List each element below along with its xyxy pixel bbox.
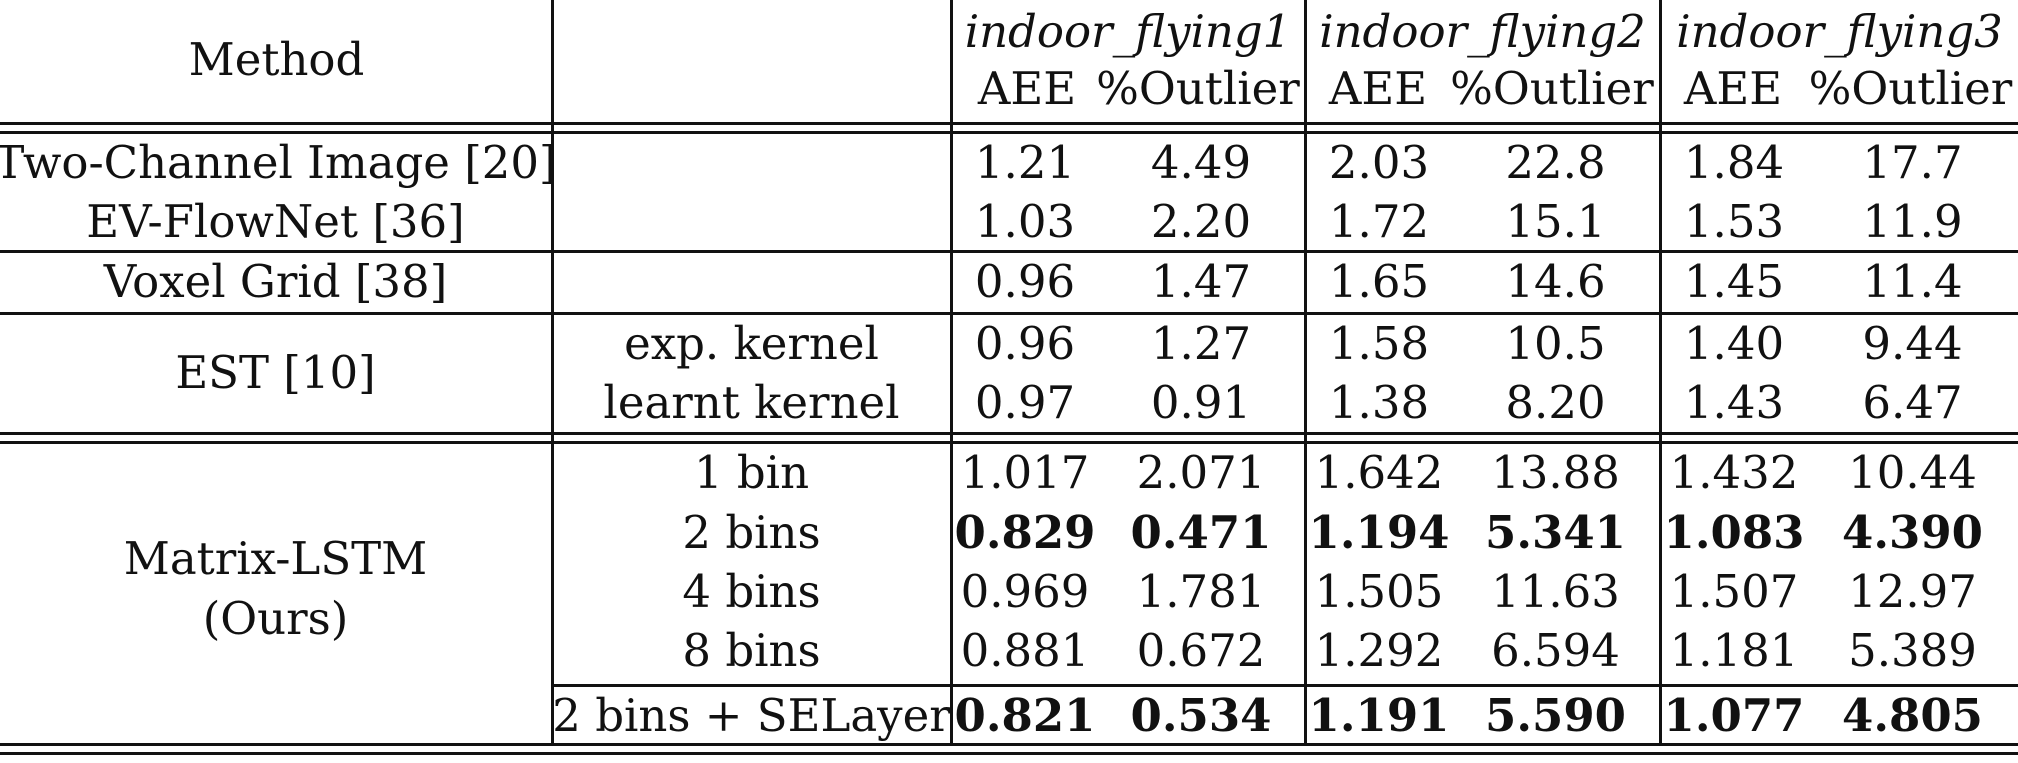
value-indoor-flying3-outlier: 4.805: [1842, 688, 1983, 742]
method-name: Matrix-LSTM: [123, 531, 428, 585]
rule-header-bottom: [0, 131, 2018, 134]
value-indoor-flying2-outlier: 14.6: [1505, 254, 1606, 308]
value-indoor-flying1-outlier: 4.49: [1150, 135, 1252, 189]
method-variant: 4 bins: [682, 564, 821, 618]
header-group-indoor-flying3: indoor_flying3: [1676, 4, 2003, 58]
value-indoor-flying2-aee: 1.505: [1314, 564, 1444, 618]
value-indoor-flying1-outlier: 1.47: [1150, 254, 1252, 308]
value-indoor-flying1-outlier: 0.534: [1130, 688, 1272, 742]
method-variant: 2 bins: [682, 505, 821, 559]
value-indoor-flying1-aee: 0.96: [974, 254, 1076, 308]
method-variant: 2 bins + SELayer: [552, 688, 951, 742]
rule-table-end-top: [0, 743, 2018, 746]
value-indoor-flying2-outlier: 22.8: [1505, 135, 1606, 189]
method-variant: 8 bins: [682, 623, 821, 677]
value-indoor-flying1-aee: 0.881: [960, 623, 1090, 677]
header-group-indoor-flying2: indoor_flying2: [1319, 4, 1646, 58]
value-indoor-flying3-outlier: 4.390: [1842, 505, 1983, 559]
header-method: Method: [188, 32, 365, 86]
method-name: Two-Channel Image [20]: [0, 135, 557, 189]
value-indoor-flying3-outlier: 12.97: [1848, 564, 1977, 618]
value-indoor-flying1-aee: 1.03: [974, 194, 1076, 248]
header-metric-outlier-2: %Outlier: [1450, 61, 1654, 115]
value-indoor-flying2-aee: 1.58: [1328, 316, 1430, 370]
value-indoor-flying3-aee: 1.083: [1663, 505, 1805, 559]
method-variant: 1 bin: [693, 445, 810, 499]
value-indoor-flying3-aee: 1.53: [1683, 194, 1785, 248]
value-indoor-flying2-aee: 1.292: [1314, 623, 1444, 677]
value-indoor-flying2-aee: 2.03: [1328, 135, 1430, 189]
rule-selayer-row: [553, 684, 2018, 687]
value-indoor-flying2-aee: 1.194: [1308, 505, 1450, 559]
rule-table-end-bottom: [0, 752, 2018, 755]
vrule-group-1: [950, 0, 953, 743]
value-indoor-flying2-aee: 1.38: [1328, 375, 1430, 429]
value-indoor-flying1-outlier: 1.27: [1150, 316, 1252, 370]
value-indoor-flying3-aee: 1.43: [1683, 375, 1785, 429]
method-name: Voxel Grid [38]: [103, 254, 448, 308]
value-indoor-flying1-aee: 1.017: [960, 445, 1090, 499]
rule-group-1: [0, 250, 2018, 253]
header-metric-aee-2: AEE: [1328, 61, 1428, 115]
value-indoor-flying3-aee: 1.077: [1663, 688, 1805, 742]
value-indoor-flying2-outlier: 5.341: [1485, 505, 1626, 559]
value-indoor-flying3-aee: 1.40: [1683, 316, 1785, 370]
value-indoor-flying1-outlier: 2.20: [1150, 194, 1252, 248]
value-indoor-flying2-outlier: 11.63: [1491, 564, 1620, 618]
rule-group-3-top: [0, 432, 2018, 435]
rule-group-3-bottom: [0, 441, 2018, 444]
header-metric-outlier-3: %Outlier: [1808, 61, 2013, 115]
method-variant: learnt kernel: [603, 375, 900, 429]
value-indoor-flying1-aee: 0.96: [974, 316, 1076, 370]
value-indoor-flying3-outlier: 17.7: [1862, 135, 1963, 189]
value-indoor-flying2-outlier: 6.594: [1491, 623, 1620, 677]
value-indoor-flying1-outlier: 0.471: [1130, 505, 1272, 559]
method-variant: exp. kernel: [624, 316, 879, 370]
value-indoor-flying1-aee: 0.969: [960, 564, 1090, 618]
value-indoor-flying1-aee: 0.829: [954, 505, 1096, 559]
value-indoor-flying1-outlier: 1.781: [1136, 564, 1266, 618]
method-name: EV-FlowNet [36]: [86, 194, 465, 248]
value-indoor-flying1-outlier: 0.672: [1136, 623, 1266, 677]
value-indoor-flying2-aee: 1.191: [1308, 688, 1450, 742]
rule-header-top: [0, 122, 2018, 125]
value-indoor-flying2-outlier: 13.88: [1491, 445, 1620, 499]
value-indoor-flying1-aee: 0.821: [954, 688, 1096, 742]
value-indoor-flying3-aee: 1.432: [1669, 445, 1799, 499]
method-name: (Ours): [202, 591, 349, 645]
header-metric-outlier-1: %Outlier: [1096, 61, 1300, 115]
vrule-variant-left: [551, 0, 554, 743]
value-indoor-flying1-outlier: 2.071: [1136, 445, 1266, 499]
header-group-indoor-flying1: indoor_flying1: [964, 4, 1292, 58]
method-name: EST [10]: [175, 346, 376, 399]
value-indoor-flying2-aee: 1.65: [1328, 254, 1430, 308]
value-indoor-flying1-aee: 0.97: [974, 375, 1076, 429]
value-indoor-flying3-outlier: 5.389: [1848, 623, 1977, 677]
value-indoor-flying3-outlier: 10.44: [1848, 445, 1977, 499]
value-indoor-flying3-outlier: 11.4: [1862, 254, 1963, 308]
rule-group-2: [0, 312, 2018, 315]
value-indoor-flying2-aee: 1.72: [1328, 194, 1430, 248]
value-indoor-flying3-aee: 1.507: [1669, 564, 1799, 618]
value-indoor-flying3-aee: 1.84: [1683, 135, 1785, 189]
header-metric-aee-3: AEE: [1683, 61, 1783, 115]
value-indoor-flying3-outlier: 9.44: [1862, 316, 1963, 370]
value-indoor-flying2-outlier: 15.1: [1505, 194, 1606, 248]
value-indoor-flying1-aee: 1.21: [974, 135, 1076, 189]
value-indoor-flying3-outlier: 6.47: [1862, 375, 1963, 429]
vrule-group-3: [1659, 0, 1662, 743]
value-indoor-flying2-outlier: 5.590: [1485, 688, 1626, 742]
value-indoor-flying3-aee: 1.45: [1683, 254, 1785, 308]
header-metric-aee-1: AEE: [977, 61, 1077, 115]
vrule-group-2: [1304, 0, 1307, 743]
value-indoor-flying3-aee: 1.181: [1669, 623, 1799, 677]
value-indoor-flying2-outlier: 8.20: [1505, 375, 1606, 429]
value-indoor-flying2-aee: 1.642: [1314, 445, 1444, 499]
value-indoor-flying1-outlier: 0.91: [1150, 375, 1252, 429]
value-indoor-flying2-outlier: 10.5: [1505, 316, 1606, 370]
value-indoor-flying3-outlier: 11.9: [1862, 194, 1963, 248]
